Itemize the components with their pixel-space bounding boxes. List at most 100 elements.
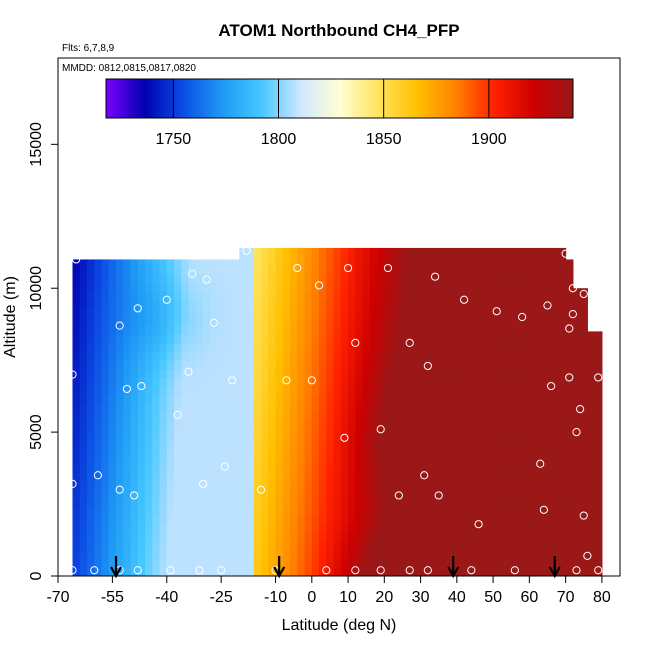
heatmap-cell bbox=[239, 455, 248, 465]
heatmap-cell bbox=[181, 386, 190, 396]
heatmap-cell bbox=[529, 429, 538, 439]
heatmap-cell bbox=[79, 506, 88, 517]
heatmap-cell bbox=[232, 317, 240, 327]
heatmap-cell bbox=[137, 308, 146, 318]
heatmap-cell bbox=[246, 550, 255, 560]
heatmap-cell bbox=[522, 282, 530, 292]
sample-point bbox=[307, 376, 316, 385]
heatmap-cell bbox=[333, 420, 342, 430]
sample-point bbox=[510, 566, 519, 575]
heatmap-cell bbox=[398, 472, 407, 482]
heatmap-cell bbox=[275, 481, 284, 491]
heatmap-cell bbox=[529, 403, 538, 413]
heatmap-cell bbox=[464, 437, 472, 448]
heatmap-cell bbox=[275, 368, 284, 379]
heatmap-cell bbox=[377, 282, 385, 292]
heatmap-cell bbox=[565, 403, 574, 413]
heatmap-cell bbox=[485, 429, 494, 439]
heatmap-cell bbox=[210, 411, 219, 422]
heatmap-cell bbox=[485, 291, 494, 301]
heatmap-cell bbox=[362, 455, 371, 465]
heatmap-cell bbox=[72, 411, 81, 422]
heatmap-cell bbox=[420, 394, 429, 404]
heatmap-cell bbox=[224, 532, 233, 543]
heatmap-cell bbox=[261, 256, 269, 266]
heatmap-cell bbox=[123, 299, 132, 309]
heatmap-cell bbox=[435, 299, 443, 309]
heatmap-cell bbox=[464, 411, 472, 422]
heatmap-cell bbox=[493, 567, 501, 576]
heatmap-cell bbox=[536, 351, 545, 361]
heatmap-cell bbox=[384, 325, 393, 335]
heatmap-cell bbox=[384, 334, 393, 344]
heatmap-cell bbox=[471, 403, 480, 413]
heatmap-cell bbox=[239, 446, 248, 456]
heatmap-cell bbox=[282, 282, 291, 292]
heatmap-cell bbox=[282, 532, 291, 543]
heatmap-cell bbox=[217, 394, 226, 404]
heatmap-cell bbox=[181, 524, 190, 534]
heatmap-cell bbox=[195, 317, 204, 327]
heatmap-cell bbox=[594, 463, 603, 473]
heatmap-cell bbox=[261, 455, 269, 465]
heatmap-cell bbox=[311, 489, 320, 499]
heatmap-cell bbox=[377, 437, 385, 448]
heatmap-cell bbox=[94, 481, 103, 491]
heatmap-cell bbox=[587, 411, 596, 422]
heatmap-cell bbox=[391, 317, 400, 327]
heatmap-cell bbox=[514, 247, 523, 258]
heatmap-cell bbox=[79, 325, 88, 335]
heatmap-cell bbox=[297, 342, 306, 353]
heatmap-cell bbox=[565, 273, 574, 284]
heatmap-cell bbox=[282, 342, 291, 353]
heatmap-cell bbox=[406, 351, 414, 361]
heatmap-cell bbox=[275, 532, 284, 543]
heatmap-cell bbox=[224, 506, 233, 517]
x-axis: -70 -55 -40 -25 -10 0 10 20 30 40 50 60 70 80 bbox=[46, 576, 611, 606]
heatmap-cell bbox=[449, 282, 458, 292]
heatmap-cell bbox=[456, 317, 465, 327]
heatmap-cell bbox=[500, 437, 509, 448]
heatmap-cell bbox=[304, 532, 313, 543]
heatmap-cell bbox=[290, 472, 298, 482]
heatmap-cell bbox=[130, 455, 139, 465]
heatmap-cell bbox=[413, 550, 422, 560]
heatmap-cell bbox=[319, 317, 327, 327]
heatmap-cell bbox=[529, 308, 538, 318]
heatmap-cell bbox=[174, 299, 182, 309]
heatmap-cell bbox=[442, 299, 451, 309]
heatmap-cell bbox=[565, 351, 574, 361]
heatmap-cell bbox=[362, 532, 371, 543]
heatmap-cell bbox=[485, 265, 494, 275]
heatmap-cell bbox=[522, 394, 530, 404]
sample-point bbox=[594, 566, 603, 575]
heatmap-cell bbox=[152, 273, 161, 284]
heatmap-cell bbox=[101, 532, 110, 543]
heatmap-cell bbox=[493, 291, 501, 301]
heatmap-cell bbox=[282, 377, 291, 387]
heatmap-cell bbox=[565, 437, 574, 448]
heatmap-cell bbox=[319, 386, 327, 396]
heatmap-cell bbox=[253, 368, 262, 379]
heatmap-cell bbox=[500, 377, 509, 387]
heatmap-cell bbox=[594, 331, 603, 335]
heatmap-cell bbox=[311, 317, 320, 327]
heatmap-cell bbox=[536, 515, 545, 525]
heatmap-cell bbox=[217, 273, 226, 284]
heatmap-cell bbox=[261, 351, 269, 361]
heatmap-cell bbox=[217, 455, 226, 465]
heatmap-cell bbox=[152, 429, 161, 439]
heatmap-cell bbox=[116, 308, 124, 318]
heatmap-cell bbox=[72, 550, 81, 560]
heatmap-cell bbox=[275, 256, 284, 266]
heatmap-cell bbox=[449, 429, 458, 439]
heatmap-cell bbox=[297, 368, 306, 379]
heatmap-cell bbox=[442, 437, 451, 448]
heatmap-cell bbox=[326, 506, 335, 517]
heatmap-cell bbox=[493, 558, 501, 568]
heatmap-cell bbox=[507, 317, 516, 327]
heatmap-cell bbox=[174, 506, 182, 517]
heatmap-cell bbox=[551, 308, 559, 318]
heatmap-cell bbox=[152, 403, 161, 413]
heatmap-cell bbox=[427, 506, 436, 517]
